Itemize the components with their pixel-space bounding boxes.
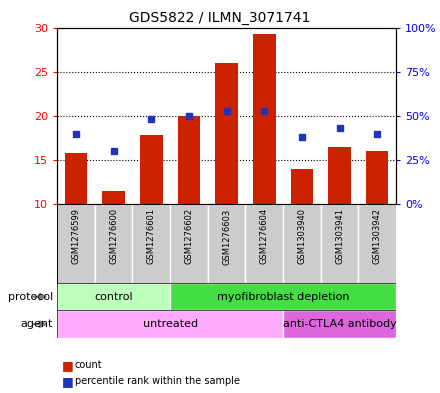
Bar bbox=[140, 135, 163, 204]
Text: ■: ■ bbox=[62, 375, 73, 388]
Bar bbox=[321, 204, 358, 283]
Text: control: control bbox=[94, 292, 133, 302]
Bar bbox=[253, 34, 275, 204]
Text: agent: agent bbox=[20, 319, 53, 329]
Text: count: count bbox=[75, 360, 103, 371]
Bar bbox=[290, 169, 313, 204]
Bar bbox=[208, 204, 246, 283]
Bar bbox=[57, 204, 95, 283]
Text: myofibroblast depletion: myofibroblast depletion bbox=[217, 292, 349, 302]
Bar bbox=[65, 153, 87, 204]
Bar bbox=[95, 204, 132, 283]
Text: GDS5822 / ILMN_3071741: GDS5822 / ILMN_3071741 bbox=[129, 11, 311, 25]
Bar bbox=[57, 283, 170, 310]
Bar bbox=[328, 147, 351, 204]
Bar bbox=[283, 310, 396, 338]
Text: GSM1276604: GSM1276604 bbox=[260, 208, 269, 264]
Bar bbox=[170, 283, 396, 310]
Text: GSM1303942: GSM1303942 bbox=[373, 208, 381, 264]
Text: GSM1276599: GSM1276599 bbox=[72, 208, 81, 264]
Text: untreated: untreated bbox=[143, 319, 198, 329]
Text: ■: ■ bbox=[62, 359, 73, 372]
Bar bbox=[246, 204, 283, 283]
Text: anti-CTLA4 antibody: anti-CTLA4 antibody bbox=[282, 319, 396, 329]
Text: GSM1303941: GSM1303941 bbox=[335, 208, 344, 264]
Text: GSM1276600: GSM1276600 bbox=[109, 208, 118, 264]
Text: GSM1276601: GSM1276601 bbox=[147, 208, 156, 264]
Bar bbox=[170, 204, 208, 283]
Text: GSM1303940: GSM1303940 bbox=[297, 208, 306, 264]
Bar bbox=[57, 310, 283, 338]
Text: protocol: protocol bbox=[7, 292, 53, 302]
Bar bbox=[132, 204, 170, 283]
Text: GSM1276603: GSM1276603 bbox=[222, 208, 231, 264]
Bar bbox=[366, 151, 389, 204]
Bar bbox=[283, 204, 321, 283]
Text: percentile rank within the sample: percentile rank within the sample bbox=[75, 376, 240, 386]
Bar bbox=[358, 204, 396, 283]
Bar bbox=[215, 63, 238, 204]
Bar bbox=[103, 191, 125, 204]
Text: GSM1276602: GSM1276602 bbox=[184, 208, 194, 264]
Bar bbox=[178, 116, 200, 204]
